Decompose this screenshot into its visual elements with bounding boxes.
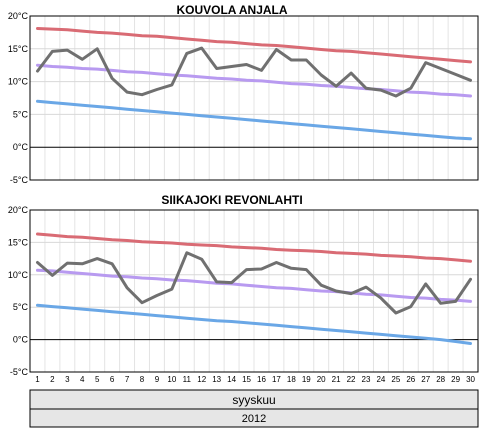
x-tick-label: 28	[436, 375, 445, 384]
year-label: 2012	[242, 413, 266, 425]
chart-siikajoki-revonlahti: 20°C15°C10°C5°C0°C-5°C1 2 3 4 5 6 7 8 9 10 11 12 13 1…	[8, 205, 479, 384]
year-band	[29, 408, 479, 428]
x-tick-label: 8	[140, 375, 145, 384]
series-line-1	[36, 268, 472, 303]
x-tick-label: 23	[362, 375, 371, 384]
x-tick-label: 5	[95, 375, 100, 384]
month-label: syyskuu	[232, 393, 275, 407]
series-line-2	[36, 99, 472, 141]
x-tick-label: 29	[451, 375, 460, 384]
y-tick-label: 5°C	[13, 109, 29, 119]
y-tick-label: 15°C	[8, 237, 29, 247]
x-tick-label: 18	[287, 375, 296, 384]
y-tick-label: 10°C	[8, 270, 29, 280]
x-tick-label: 14	[227, 375, 236, 384]
y-tick-label: 10°C	[8, 77, 29, 87]
x-tick-label: 6	[110, 375, 115, 384]
x-tick-label: 17	[272, 375, 281, 384]
x-tick-label: 9	[155, 375, 160, 384]
y-tick-label: 0°C	[13, 335, 29, 345]
x-tick-label: 27	[421, 375, 430, 384]
y-tick-label: -5°C	[10, 367, 29, 377]
chart-title-siikajoki: SIIKAJOKI REVONLAHTI	[161, 193, 302, 207]
x-tick-label: 21	[332, 375, 341, 384]
x-tick-label: 20	[317, 375, 326, 384]
y-tick-label: 20°C	[8, 11, 29, 21]
y-tick-label: 5°C	[13, 302, 29, 312]
x-tick-label: 16	[257, 375, 266, 384]
y-tick-label: -5°C	[10, 175, 29, 185]
series-line-3	[36, 251, 472, 315]
x-tick-label: 25	[391, 375, 400, 384]
x-tick-label: 10	[167, 375, 176, 384]
series-line-0	[36, 27, 472, 64]
y-tick-label: 15°C	[8, 44, 29, 54]
y-tick-label: 20°C	[8, 205, 29, 215]
x-tick-label: 19	[302, 375, 311, 384]
x-tick-label: 26	[406, 375, 415, 384]
plot-frame	[29, 209, 479, 373]
series-line-0	[36, 232, 472, 263]
x-tick-label: 15	[242, 375, 251, 384]
x-tick-label: 24	[376, 375, 385, 384]
x-tick-label: 2	[50, 375, 55, 384]
chart-title-kouvola: KOUVOLA ANJALA	[176, 3, 287, 17]
x-tick-label: 22	[347, 375, 356, 384]
x-tick-label: 1	[35, 375, 40, 384]
y-tick-label: 0°C	[13, 142, 29, 152]
chart-kouvola-anjala: 20°C 15°C 10°C 5°C 0°C -5°C	[8, 11, 479, 185]
series-line-2	[36, 303, 472, 345]
x-tick-label: 3	[65, 375, 70, 384]
x-tick-label: 12	[197, 375, 206, 384]
x-tick-label: 30	[466, 375, 475, 384]
x-tick-label: 11	[183, 375, 192, 384]
plot-frame	[29, 15, 479, 181]
x-tick-label: 13	[212, 375, 221, 384]
x-tick-label: 7	[125, 375, 130, 384]
x-tick-label: 4	[80, 375, 85, 384]
series-line-3	[36, 46, 472, 98]
